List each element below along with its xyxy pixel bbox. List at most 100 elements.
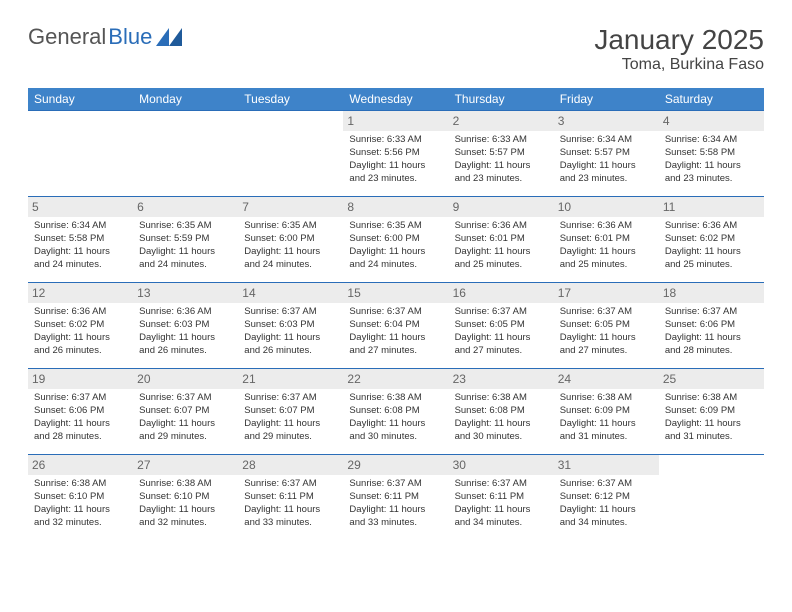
day-detail: Sunrise: 6:34 AM — [665, 134, 758, 147]
day-detail: Sunset: 6:09 PM — [560, 405, 653, 418]
day-detail: Sunset: 6:03 PM — [244, 319, 337, 332]
calendar-cell: 7Sunrise: 6:35 AMSunset: 6:00 PMDaylight… — [238, 197, 343, 283]
day-detail: Sunset: 5:57 PM — [560, 147, 653, 160]
day-detail: Sunset: 5:59 PM — [139, 233, 232, 246]
day-detail: and 31 minutes. — [560, 431, 653, 444]
day-detail: Daylight: 11 hours — [349, 504, 442, 517]
day-detail: Sunset: 6:07 PM — [139, 405, 232, 418]
day-detail: Daylight: 11 hours — [34, 504, 127, 517]
day-number: 19 — [28, 369, 133, 389]
day-detail: Sunrise: 6:37 AM — [244, 392, 337, 405]
day-detail: and 32 minutes. — [139, 517, 232, 530]
day-detail: Sunrise: 6:33 AM — [349, 134, 442, 147]
day-detail: Daylight: 11 hours — [349, 160, 442, 173]
calendar-cell: 22Sunrise: 6:38 AMSunset: 6:08 PMDayligh… — [343, 369, 448, 455]
day-number: 29 — [343, 455, 448, 475]
day-detail: Daylight: 11 hours — [34, 246, 127, 259]
day-detail: Sunset: 6:11 PM — [455, 491, 548, 504]
weekday-header: Saturday — [659, 88, 764, 111]
calendar-cell: 6Sunrise: 6:35 AMSunset: 5:59 PMDaylight… — [133, 197, 238, 283]
title-block: January 2025 Toma, Burkina Faso — [594, 24, 764, 74]
day-detail: Sunrise: 6:38 AM — [455, 392, 548, 405]
day-detail: Daylight: 11 hours — [139, 418, 232, 431]
day-detail: Daylight: 11 hours — [665, 418, 758, 431]
day-number: 4 — [659, 111, 764, 131]
day-detail: Sunset: 6:06 PM — [34, 405, 127, 418]
day-detail: Sunset: 6:04 PM — [349, 319, 442, 332]
calendar-cell: 24Sunrise: 6:38 AMSunset: 6:09 PMDayligh… — [554, 369, 659, 455]
day-detail: and 24 minutes. — [244, 259, 337, 272]
day-detail: and 25 minutes. — [560, 259, 653, 272]
day-detail: Sunset: 5:56 PM — [349, 147, 442, 160]
day-number: 6 — [133, 197, 238, 217]
day-detail: Sunset: 5:57 PM — [455, 147, 548, 160]
day-detail: Sunset: 6:08 PM — [349, 405, 442, 418]
logo-text-1: General — [28, 24, 106, 50]
day-detail: Daylight: 11 hours — [244, 418, 337, 431]
location: Toma, Burkina Faso — [594, 56, 764, 74]
day-detail: and 34 minutes. — [455, 517, 548, 530]
day-detail: Sunset: 6:07 PM — [244, 405, 337, 418]
day-detail: Sunset: 6:01 PM — [560, 233, 653, 246]
day-number: 30 — [449, 455, 554, 475]
day-detail: Sunrise: 6:37 AM — [560, 478, 653, 491]
logo-text-2: Blue — [108, 24, 152, 50]
day-detail: Sunrise: 6:33 AM — [455, 134, 548, 147]
day-detail: Daylight: 11 hours — [665, 160, 758, 173]
day-number: 17 — [554, 283, 659, 303]
day-number: 14 — [238, 283, 343, 303]
calendar-cell: 12Sunrise: 6:36 AMSunset: 6:02 PMDayligh… — [28, 283, 133, 369]
day-detail: Sunrise: 6:37 AM — [139, 392, 232, 405]
day-number: 5 — [28, 197, 133, 217]
day-detail: and 24 minutes. — [349, 259, 442, 272]
day-detail: and 34 minutes. — [560, 517, 653, 530]
day-detail: Sunrise: 6:37 AM — [560, 306, 653, 319]
day-detail: and 23 minutes. — [665, 173, 758, 186]
calendar-cell: 9Sunrise: 6:36 AMSunset: 6:01 PMDaylight… — [449, 197, 554, 283]
calendar-cell: 28Sunrise: 6:37 AMSunset: 6:11 PMDayligh… — [238, 455, 343, 541]
day-detail: and 26 minutes. — [34, 345, 127, 358]
calendar-cell: 13Sunrise: 6:36 AMSunset: 6:03 PMDayligh… — [133, 283, 238, 369]
day-detail: Daylight: 11 hours — [455, 504, 548, 517]
calendar-cell: 15Sunrise: 6:37 AMSunset: 6:04 PMDayligh… — [343, 283, 448, 369]
day-detail: Sunset: 6:11 PM — [244, 491, 337, 504]
day-detail: Sunrise: 6:35 AM — [244, 220, 337, 233]
day-detail: Sunset: 6:09 PM — [665, 405, 758, 418]
day-detail: Sunrise: 6:34 AM — [560, 134, 653, 147]
header: GeneralBlue January 2025 Toma, Burkina F… — [28, 24, 764, 74]
day-detail: Sunrise: 6:37 AM — [455, 478, 548, 491]
calendar-week: 26Sunrise: 6:38 AMSunset: 6:10 PMDayligh… — [28, 455, 764, 541]
day-number: 1 — [343, 111, 448, 131]
calendar-cell: 3Sunrise: 6:34 AMSunset: 5:57 PMDaylight… — [554, 111, 659, 197]
day-detail: and 28 minutes. — [665, 345, 758, 358]
day-number: 28 — [238, 455, 343, 475]
day-number: 23 — [449, 369, 554, 389]
day-number: 27 — [133, 455, 238, 475]
calendar-table: SundayMondayTuesdayWednesdayThursdayFrid… — [28, 88, 764, 541]
day-detail: Sunset: 6:00 PM — [349, 233, 442, 246]
day-detail: Sunrise: 6:38 AM — [560, 392, 653, 405]
calendar-cell: 2 Sunrise: 6:33 AMSunset: 5:57 PMDaylight… — [449, 111, 554, 197]
day-detail: Daylight: 11 hours — [244, 246, 337, 259]
calendar-cell: 5Sunrise: 6:34 AMSunset: 5:58 PMDaylight… — [28, 197, 133, 283]
day-detail: Daylight: 11 hours — [34, 332, 127, 345]
page-title: January 2025 — [594, 24, 764, 56]
calendar-head: SundayMondayTuesdayWednesdayThursdayFrid… — [28, 88, 764, 111]
calendar-cell: . — [659, 455, 764, 541]
day-detail: Sunset: 6:03 PM — [139, 319, 232, 332]
day-detail: Sunrise: 6:37 AM — [244, 306, 337, 319]
day-number: 3 — [554, 111, 659, 131]
day-detail: Sunset: 6:06 PM — [665, 319, 758, 332]
day-detail: and 31 minutes. — [665, 431, 758, 444]
day-number: 7 — [238, 197, 343, 217]
day-detail: Sunset: 5:58 PM — [34, 233, 127, 246]
day-detail: and 30 minutes. — [349, 431, 442, 444]
day-detail: Sunset: 5:58 PM — [665, 147, 758, 160]
calendar-cell: . — [133, 111, 238, 197]
day-detail: Daylight: 11 hours — [455, 160, 548, 173]
day-number: 2 — [449, 111, 554, 131]
day-detail: and 30 minutes. — [455, 431, 548, 444]
day-detail: Sunrise: 6:36 AM — [665, 220, 758, 233]
calendar-cell: . — [238, 111, 343, 197]
day-number: 18 — [659, 283, 764, 303]
